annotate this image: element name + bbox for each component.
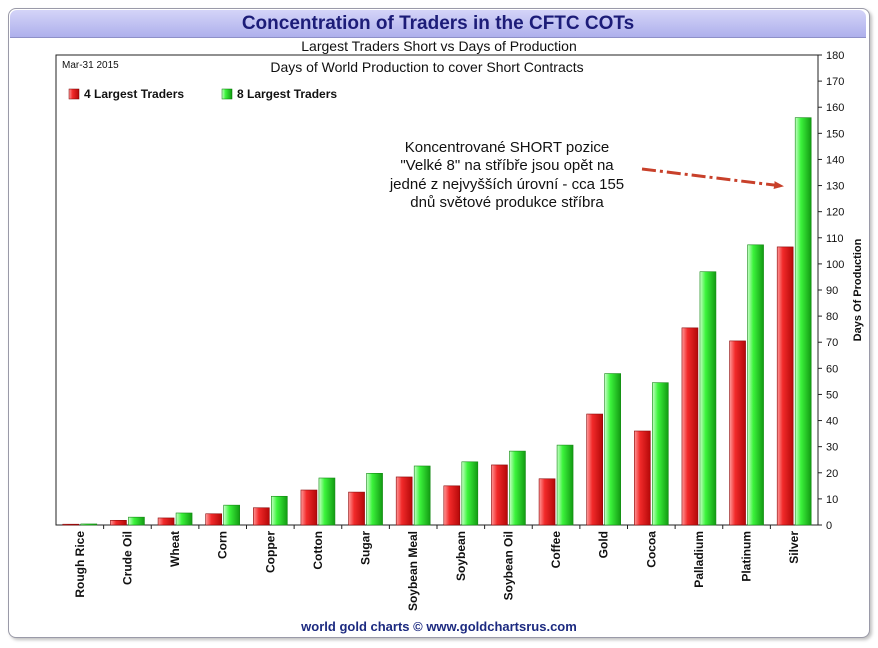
legend-label-8-largest: 8 Largest Traders [237, 87, 337, 101]
y-tick-label: 10 [826, 494, 838, 506]
y-tick-label: 100 [826, 259, 844, 271]
annotation-line-1: Koncentrované SHORT pozice [405, 139, 610, 156]
y-tick-label: 140 [826, 154, 844, 166]
y-axis-label: Days Of Production [852, 238, 864, 341]
annotation-line-3: jedné z nejvyšších úrovní - cca 155 [389, 176, 624, 193]
y-tick-label: 180 [826, 50, 844, 62]
x-tick-label: Palladium [692, 531, 706, 588]
bar-8-largest [556, 444, 574, 526]
annotation: Koncentrované SHORT pozice "Velké 8" na … [389, 139, 784, 211]
bar-4-largest [729, 340, 746, 526]
bar-8-largest [794, 117, 812, 526]
bar-8-largest [128, 516, 145, 526]
bar-8-largest [509, 450, 526, 526]
plot-title: Days of World Production to cover Short … [270, 59, 583, 75]
y-tick-label: 50 [826, 389, 838, 401]
bar-4-largest [443, 485, 461, 526]
bar-4-largest [300, 489, 318, 526]
x-tick-label: Silver [787, 531, 801, 564]
y-tick-label: 160 [826, 102, 844, 114]
annotation-line-4: dnů světové produkce stříbra [410, 194, 604, 211]
x-tick-label: Cocoa [644, 531, 658, 568]
x-tick-label: Rough Rice [73, 531, 87, 598]
legend-label-4-largest: 4 Largest Traders [84, 87, 184, 101]
x-tick-label: Wheat [168, 531, 182, 567]
bar-8-largest [175, 512, 193, 526]
y-tick-label: 130 [826, 181, 844, 193]
y-tick-label: 110 [826, 233, 844, 245]
bar-8-largest [80, 523, 98, 526]
bar-4-largest [634, 430, 651, 526]
bar-4-largest [253, 507, 270, 526]
x-tick-label: Corn [216, 531, 230, 559]
y-tick-label: 90 [826, 285, 838, 297]
y-tick-label: 20 [826, 468, 838, 480]
y-tick-label: 120 [826, 207, 844, 219]
bar-4-largest [491, 464, 508, 526]
y-axis: 0 10 20 30 40 50 60 70 80 90 100 110 120 130 140 150 160… [818, 50, 844, 532]
x-tick-label: Cotton [311, 531, 325, 570]
x-tick-label: Sugar [359, 531, 373, 565]
bar-4-largest [395, 476, 413, 526]
bar-4-largest [681, 327, 699, 526]
bar-4-largest [586, 413, 603, 526]
bar-8-largest [318, 477, 336, 526]
y-tick-label: 80 [826, 311, 838, 323]
bar-4-largest [348, 491, 365, 526]
chart-subtitle: Largest Traders Short vs Days of Product… [301, 38, 577, 54]
bar-4-largest [205, 513, 222, 526]
y-tick-label: 150 [826, 128, 844, 140]
legend-swatch-8-largest [221, 88, 233, 100]
y-tick-label: 170 [826, 76, 844, 88]
bar-8-largest [461, 461, 479, 526]
y-tick-label: 70 [826, 337, 838, 349]
bar-8-largest [271, 495, 288, 526]
x-tick-label: Soybean Oil [501, 531, 515, 600]
annotation-arrow [641, 167, 784, 190]
legend-swatch-4-largest [68, 88, 80, 100]
legend: 4 Largest Traders 8 Largest Traders [68, 87, 337, 101]
bar-8-largest [413, 465, 431, 526]
bar-8-largest [604, 373, 621, 526]
x-tick-label: Platinum [740, 531, 754, 582]
y-tick-label: 0 [826, 520, 832, 532]
bar-4-largest [110, 519, 127, 526]
x-tick-label: Soybean [454, 531, 468, 581]
x-tick-label: Crude Oil [120, 531, 134, 585]
bar-8-largest [652, 382, 669, 526]
bar-8-largest [747, 244, 764, 526]
bar-4-largest [776, 246, 794, 526]
x-axis-labels: Rough Rice Crude Oil Wheat Corn Copper Cotton… [73, 525, 801, 611]
x-tick-label: Soybean Meal [406, 531, 420, 611]
bars-group [62, 117, 812, 526]
bar-8-largest [699, 271, 717, 526]
y-tick-label: 40 [826, 416, 838, 428]
y-tick-label: 30 [826, 442, 838, 454]
bar-4-largest [538, 478, 556, 526]
x-tick-label: Copper [263, 531, 277, 573]
bar-8-largest [366, 472, 383, 526]
annotation-line-2: "Velké 8" na stříbře jsou opět na [400, 157, 614, 174]
chart-title: Concentration of Traders in the CFTC COT… [10, 10, 866, 38]
x-tick-label: Coffee [549, 531, 563, 569]
bar-8-largest [223, 504, 240, 526]
x-tick-label: Gold [597, 531, 611, 558]
date-label: Mar-31 2015 [62, 60, 119, 71]
y-tick-label: 60 [826, 363, 838, 375]
bar-4-largest [157, 517, 175, 526]
footer-credit: world gold charts © www.goldchartsrus.co… [301, 619, 577, 634]
bar-4-largest [62, 523, 80, 526]
